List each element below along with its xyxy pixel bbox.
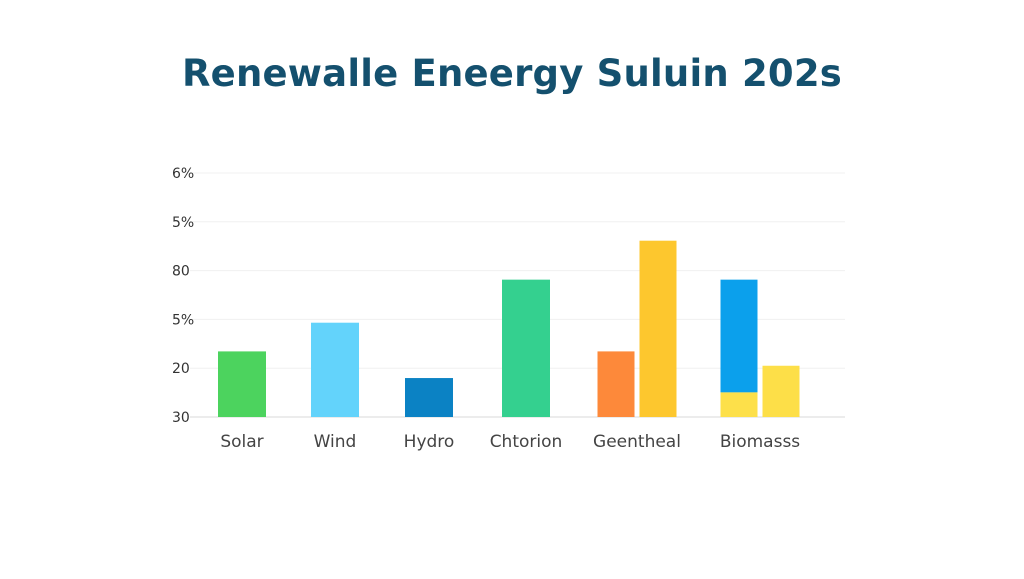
x-category-label: Wind (314, 432, 357, 452)
x-category-label: Biomasss (720, 432, 800, 452)
bar-biomasss (720, 392, 758, 417)
x-category-label: Solar (220, 432, 263, 452)
x-category-label: Geentheal (593, 432, 681, 452)
bar-solar (218, 351, 266, 417)
bar-biomasss (762, 365, 800, 417)
bars (218, 240, 800, 417)
y-tick-label: 5% (172, 215, 194, 231)
y-tick-label: 6% (172, 166, 194, 182)
bar-biomasss (720, 279, 758, 393)
y-tick-label: 80 (172, 264, 190, 280)
x-category-label: Hydro (404, 432, 455, 452)
bar-wind (311, 322, 359, 417)
x-category-label: Chtorion (490, 432, 563, 452)
y-tick-label: 5% (172, 312, 194, 328)
x-axis-category-labels: Solar Wind Hydro Chtorion Geentheal Biomasss (220, 432, 800, 452)
bar-geentheal (597, 351, 635, 417)
bar-chtorion (502, 279, 550, 417)
chart-title: Renewalle Eneergy Suluin 202s (181, 52, 843, 95)
y-tick-label: 30 (172, 410, 190, 426)
y-tick-label: 20 (172, 361, 190, 377)
y-axis-tick-labels: 30 20 5% 80 5% 6% (172, 166, 194, 426)
bar-geentheal (639, 240, 677, 417)
bar-hydro (405, 378, 453, 417)
